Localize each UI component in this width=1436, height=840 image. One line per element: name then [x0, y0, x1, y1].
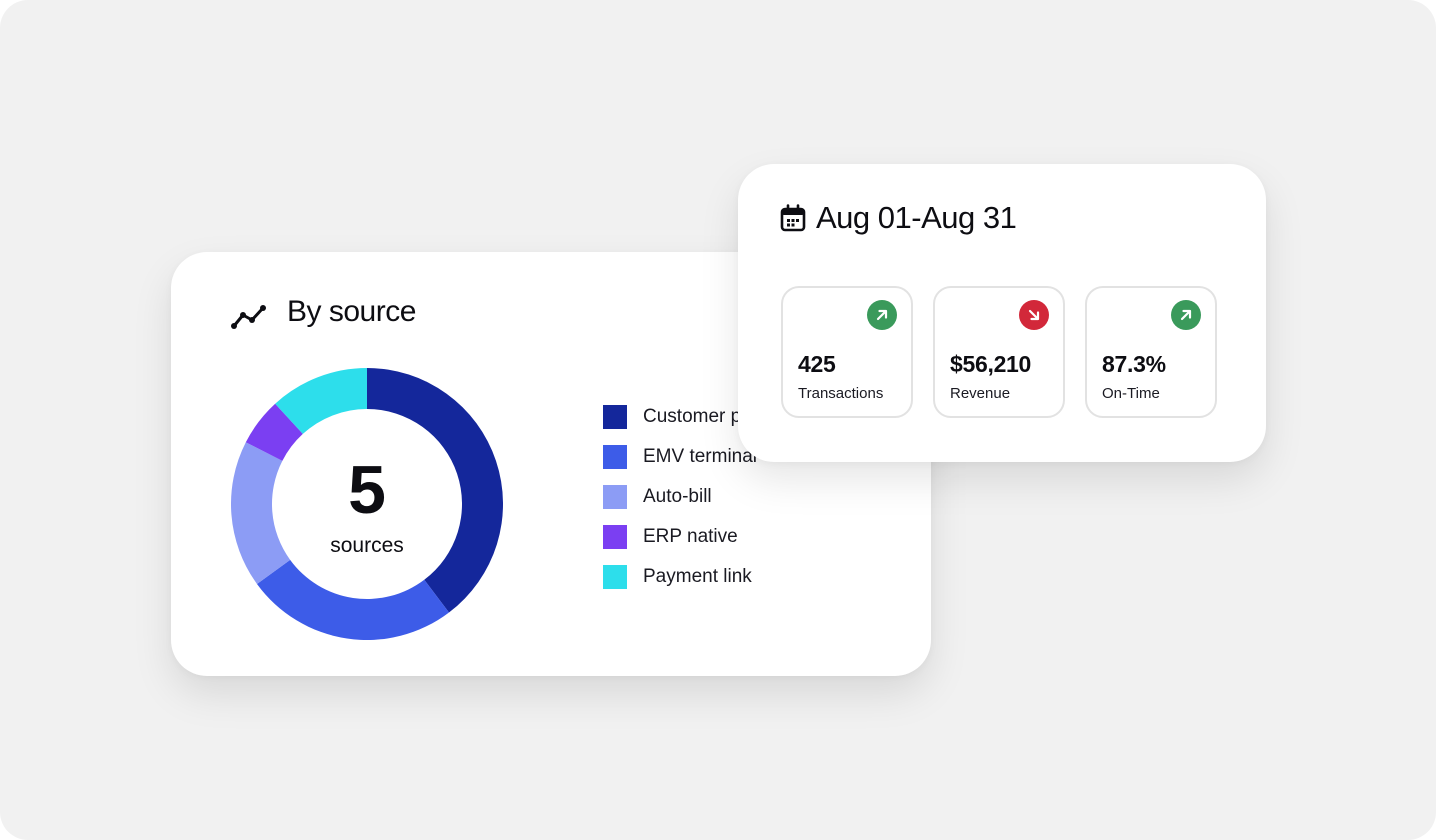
metric-card-on-time: 87.3% On-Time — [1085, 286, 1217, 418]
legend-swatch — [603, 565, 627, 589]
donut-slice-customer-portal — [367, 368, 503, 613]
legend-item: EMV terminal — [603, 437, 778, 477]
donut-slice-erp-native — [245, 403, 303, 461]
legend-label: Auto-bill — [643, 486, 712, 507]
metric-card-transactions: 425 Transactions — [781, 286, 913, 418]
calendar-icon — [780, 204, 806, 232]
donut-slice-payment-link — [275, 368, 367, 434]
trend-up-badge — [1171, 300, 1201, 330]
arrow-down-right-icon — [1028, 309, 1040, 321]
metric-card-revenue: $56,210 Revenue — [933, 286, 1065, 418]
trend-down-badge — [1019, 300, 1049, 330]
metric-value: 425 — [798, 351, 836, 377]
donut-slice-emv-terminal — [256, 559, 449, 640]
legend-item: ERP native — [603, 517, 778, 557]
legend-swatch — [603, 485, 627, 509]
chart-legend: Customer portal EMV terminal Auto-bill E… — [603, 397, 778, 597]
arrow-up-right-icon — [876, 309, 888, 321]
trend-up-badge — [867, 300, 897, 330]
metric-value: $56,210 — [950, 351, 1032, 377]
date-range-card: Aug 01-Aug 31 425 Transactions $56,210 R… — [738, 164, 1266, 462]
legend-swatch — [603, 405, 627, 429]
metric-label: On-Time — [1102, 385, 1160, 402]
date-range-label: Aug 01-Aug 31 — [816, 200, 1017, 235]
legend-label: EMV terminal — [643, 446, 758, 467]
metric-label: Transactions — [798, 385, 884, 402]
legend-label: ERP native — [643, 526, 738, 547]
legend-item: Auto-bill — [603, 477, 778, 517]
source-donut-chart — [231, 368, 503, 640]
trend-line-icon — [231, 305, 266, 329]
donut-slice-auto-bill — [231, 442, 291, 584]
arrow-up-right-icon — [1180, 309, 1192, 321]
by-source-title: By source — [287, 295, 416, 328]
legend-swatch — [603, 445, 627, 469]
legend-swatch — [603, 525, 627, 549]
legend-label: Payment link — [643, 566, 752, 587]
legend-item: Payment link — [603, 557, 778, 597]
metric-label: Revenue — [950, 385, 1011, 402]
metric-value: 87.3% — [1102, 351, 1166, 377]
